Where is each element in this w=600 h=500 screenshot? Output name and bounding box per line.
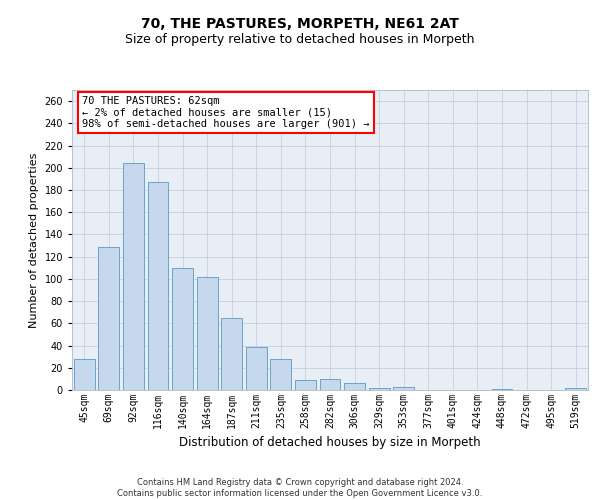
Bar <box>368 388 389 390</box>
Bar <box>565 388 586 390</box>
Text: 70, THE PASTURES, MORPETH, NE61 2AT: 70, THE PASTURES, MORPETH, NE61 2AT <box>141 18 459 32</box>
Text: Size of property relative to detached houses in Morpeth: Size of property relative to detached ho… <box>125 32 475 46</box>
Bar <box>98 246 119 390</box>
Bar <box>74 359 95 390</box>
Text: Contains HM Land Registry data © Crown copyright and database right 2024.
Contai: Contains HM Land Registry data © Crown c… <box>118 478 482 498</box>
Bar <box>221 318 242 390</box>
Bar <box>393 386 414 390</box>
Bar <box>123 164 144 390</box>
Bar <box>271 359 292 390</box>
Bar <box>491 389 512 390</box>
Bar <box>172 268 193 390</box>
Bar <box>197 276 218 390</box>
Y-axis label: Number of detached properties: Number of detached properties <box>29 152 39 328</box>
Bar <box>148 182 169 390</box>
X-axis label: Distribution of detached houses by size in Morpeth: Distribution of detached houses by size … <box>179 436 481 450</box>
Bar <box>246 346 267 390</box>
Bar <box>344 384 365 390</box>
Bar <box>320 379 340 390</box>
Text: 70 THE PASTURES: 62sqm
← 2% of detached houses are smaller (15)
98% of semi-deta: 70 THE PASTURES: 62sqm ← 2% of detached … <box>82 96 370 129</box>
Bar <box>295 380 316 390</box>
